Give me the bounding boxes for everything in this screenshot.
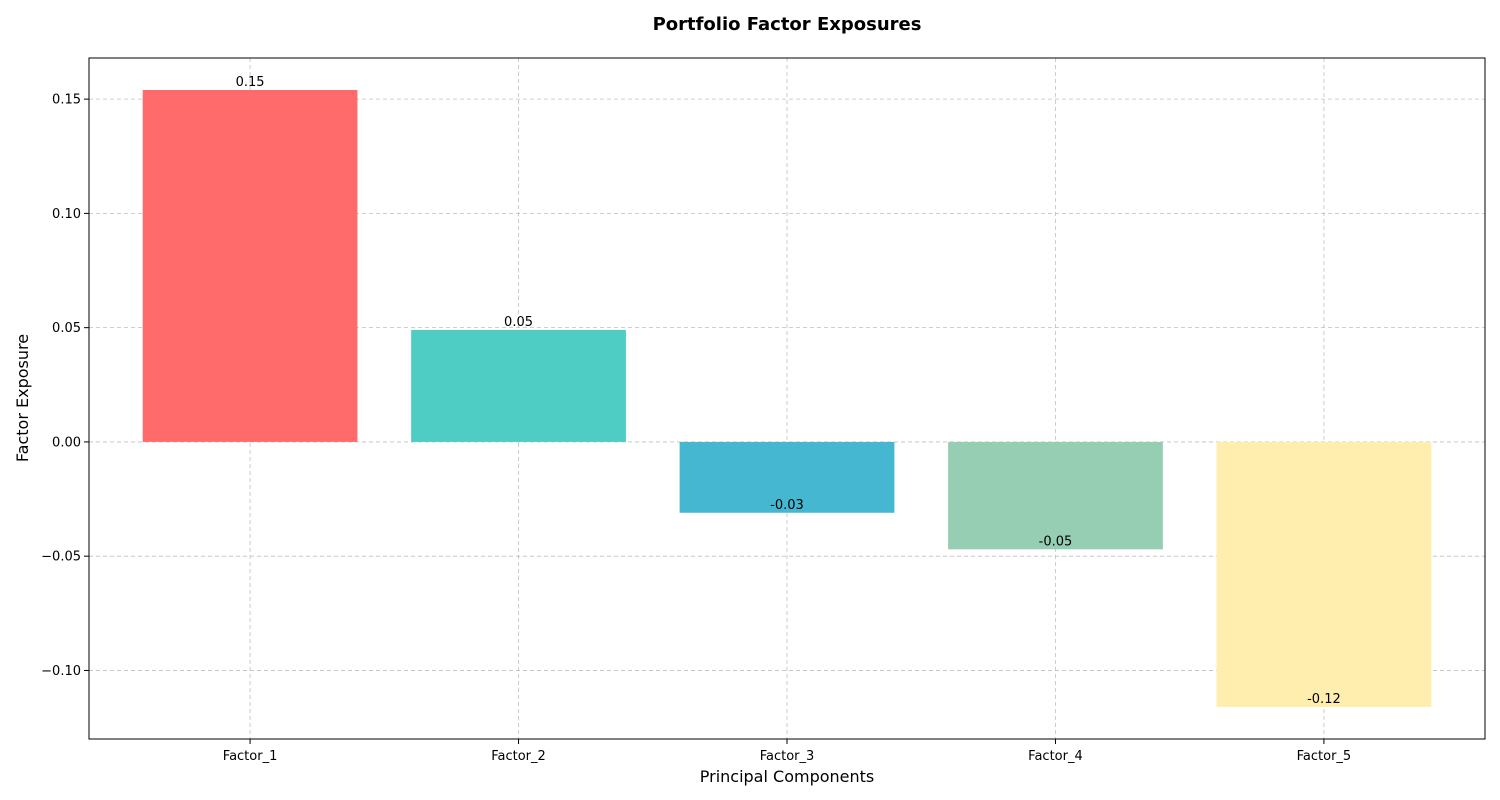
bar-layer (142, 89, 1432, 708)
y-tick-label: −0.10 (41, 664, 81, 679)
data-label-layer: 0.15 0.05 -0.03 -0.05 -0.12 (236, 75, 1341, 707)
bar-factor-1 (142, 89, 358, 442)
x-tick-label: Factor_1 (223, 749, 278, 764)
x-tick-label: Factor_3 (760, 749, 815, 764)
y-tick-label: 0.10 (52, 207, 81, 222)
y-tick-label: 0.05 (52, 321, 81, 336)
bar-factor-4 (948, 441, 1163, 550)
x-tick-label: Factor_2 (491, 749, 546, 764)
bar-value-label: 0.05 (504, 315, 533, 330)
y-axis-label: Factor Exposure (13, 334, 32, 462)
bar-value-label: 0.15 (236, 75, 265, 90)
y-tick-label: 0.00 (52, 435, 81, 450)
x-tick-label: Factor_4 (1028, 749, 1083, 764)
x-axis: Factor_1 Factor_2 Factor_3 Factor_4 Factor_5 (223, 739, 1351, 764)
bar-factor-5 (1216, 441, 1432, 708)
x-axis-label: Principal Components (700, 767, 875, 786)
chart-title: Portfolio Factor Exposures (653, 14, 922, 35)
y-tick-label: 0.15 (52, 93, 81, 108)
bar-value-label: -0.12 (1307, 692, 1341, 707)
bar-value-label: -0.05 (1039, 534, 1073, 549)
x-tick-label: Factor_5 (1297, 749, 1352, 764)
bar-factor-2 (411, 329, 626, 442)
y-tick-label: −0.05 (41, 550, 81, 565)
bar-value-label: -0.03 (770, 498, 804, 513)
y-axis: −0.10 −0.05 0.00 0.05 0.10 0.15 (41, 93, 89, 679)
bar-factor-3 (679, 441, 895, 513)
